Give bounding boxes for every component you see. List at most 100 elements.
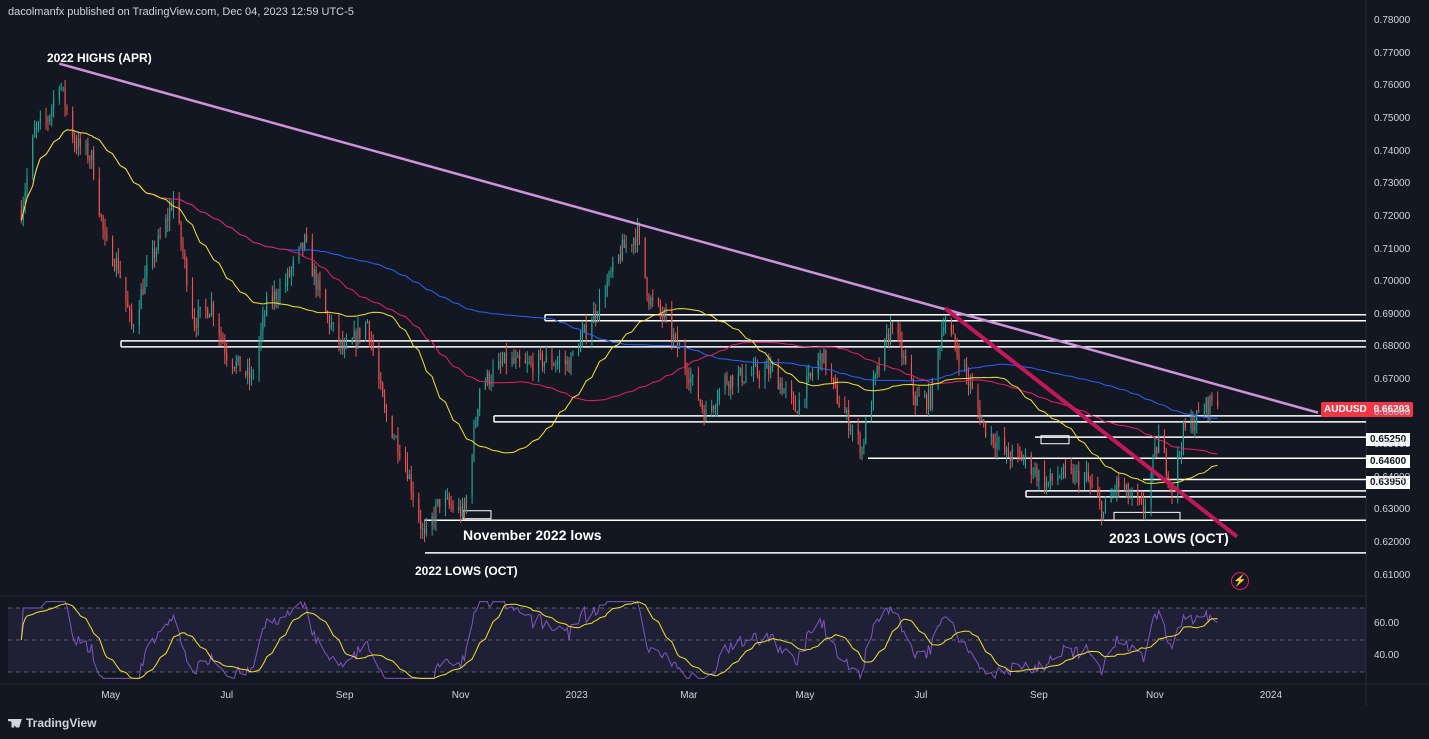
candle-body xyxy=(290,268,292,276)
candle-body xyxy=(60,87,62,89)
candle-body xyxy=(673,334,675,340)
candle-body xyxy=(579,338,582,352)
flash-icon[interactable]: ⚡ xyxy=(1231,572,1249,590)
candle-body xyxy=(260,329,262,343)
candle-body xyxy=(876,366,878,374)
candle-body xyxy=(1072,469,1074,482)
candle-body xyxy=(209,314,211,318)
candle-body xyxy=(823,349,825,364)
candle-body xyxy=(423,528,426,534)
price-tick-label: 0.78000 xyxy=(1374,15,1411,27)
candle-body xyxy=(264,315,266,317)
candle-body xyxy=(610,271,612,273)
candle-body xyxy=(1009,457,1011,462)
time-tick-label: Jul xyxy=(220,690,234,701)
candle-body xyxy=(870,403,873,422)
candle-body xyxy=(519,355,521,361)
candle-body xyxy=(1179,452,1181,455)
candle-body xyxy=(1030,454,1032,475)
candle-body xyxy=(404,457,407,464)
candle-body xyxy=(1091,484,1093,487)
time-tick-label: Sep xyxy=(335,690,354,701)
candle-body xyxy=(319,279,321,290)
candle-body xyxy=(810,372,812,376)
candle-body xyxy=(391,416,393,438)
candle-body xyxy=(131,311,133,327)
candle-body xyxy=(859,434,861,454)
candle-body xyxy=(891,323,893,330)
candle-body xyxy=(899,332,901,340)
candle-body xyxy=(718,389,720,401)
candle-body xyxy=(644,237,646,278)
candle-body xyxy=(675,334,677,336)
candle-body xyxy=(484,382,486,389)
candle-body xyxy=(129,307,131,312)
annotation-november-lows: November 2022 lows xyxy=(463,527,602,543)
candle-body xyxy=(950,325,952,333)
candle-body xyxy=(583,324,585,332)
candle-body xyxy=(945,325,947,328)
candle-body xyxy=(716,400,719,407)
candle-body xyxy=(49,115,51,122)
candle-body xyxy=(608,272,610,283)
candle-body xyxy=(830,370,833,378)
candle-body xyxy=(1140,499,1143,502)
candle-body xyxy=(625,244,627,248)
candle-body xyxy=(66,106,68,111)
symbol-badge: AUDUSD 0.66203 xyxy=(1321,402,1413,417)
candle-body xyxy=(515,357,517,363)
candle-body xyxy=(1129,496,1131,498)
candle-body xyxy=(513,358,515,363)
candle-body xyxy=(728,383,730,389)
candle-body xyxy=(292,260,294,269)
candle-body xyxy=(557,362,559,365)
candle-body xyxy=(1007,448,1010,458)
candle-body xyxy=(865,421,867,444)
candle-body xyxy=(458,506,460,510)
candle-body xyxy=(1101,501,1103,520)
candle-body xyxy=(79,138,81,148)
candle-body xyxy=(918,395,920,397)
candle-body xyxy=(1102,511,1105,520)
candle-body xyxy=(355,331,357,346)
candle-body xyxy=(604,295,606,297)
candle-body xyxy=(351,338,353,344)
candle-body xyxy=(406,463,408,479)
candle-body xyxy=(617,255,620,262)
candle-body xyxy=(1205,398,1207,413)
candle-body xyxy=(1116,478,1118,492)
candle-body xyxy=(146,264,148,276)
candle-body xyxy=(1076,471,1078,473)
candle-body xyxy=(971,382,973,389)
candle-body xyxy=(115,257,117,270)
candle-body xyxy=(914,395,916,406)
candle-body xyxy=(808,372,810,377)
candle-body xyxy=(460,506,462,517)
candle-body xyxy=(35,126,38,129)
candle-body xyxy=(578,351,580,353)
candle-body xyxy=(153,248,156,258)
candle-body xyxy=(990,434,992,436)
price-tick-label: 0.67000 xyxy=(1374,374,1411,385)
candle-body xyxy=(439,499,441,507)
candle-body xyxy=(492,368,494,382)
candle-body xyxy=(783,389,785,394)
aug-2023-box xyxy=(1040,435,1070,445)
candle-body xyxy=(184,253,186,260)
candle-body xyxy=(330,323,332,328)
candle-body xyxy=(1057,477,1059,481)
candle-body xyxy=(199,306,201,310)
candle-body xyxy=(500,360,502,364)
candle-body xyxy=(169,207,171,221)
candle-body xyxy=(678,347,680,349)
candle-body xyxy=(1083,475,1086,486)
candle-body xyxy=(412,491,414,498)
price-tick-label: 0.70000 xyxy=(1374,276,1411,288)
candle-body xyxy=(1207,398,1209,414)
candle-body xyxy=(1074,471,1076,482)
symbol-price: 0.66203 xyxy=(1373,404,1410,415)
candle-body xyxy=(886,333,888,339)
candle-body xyxy=(943,327,945,332)
candle-body xyxy=(306,235,308,241)
